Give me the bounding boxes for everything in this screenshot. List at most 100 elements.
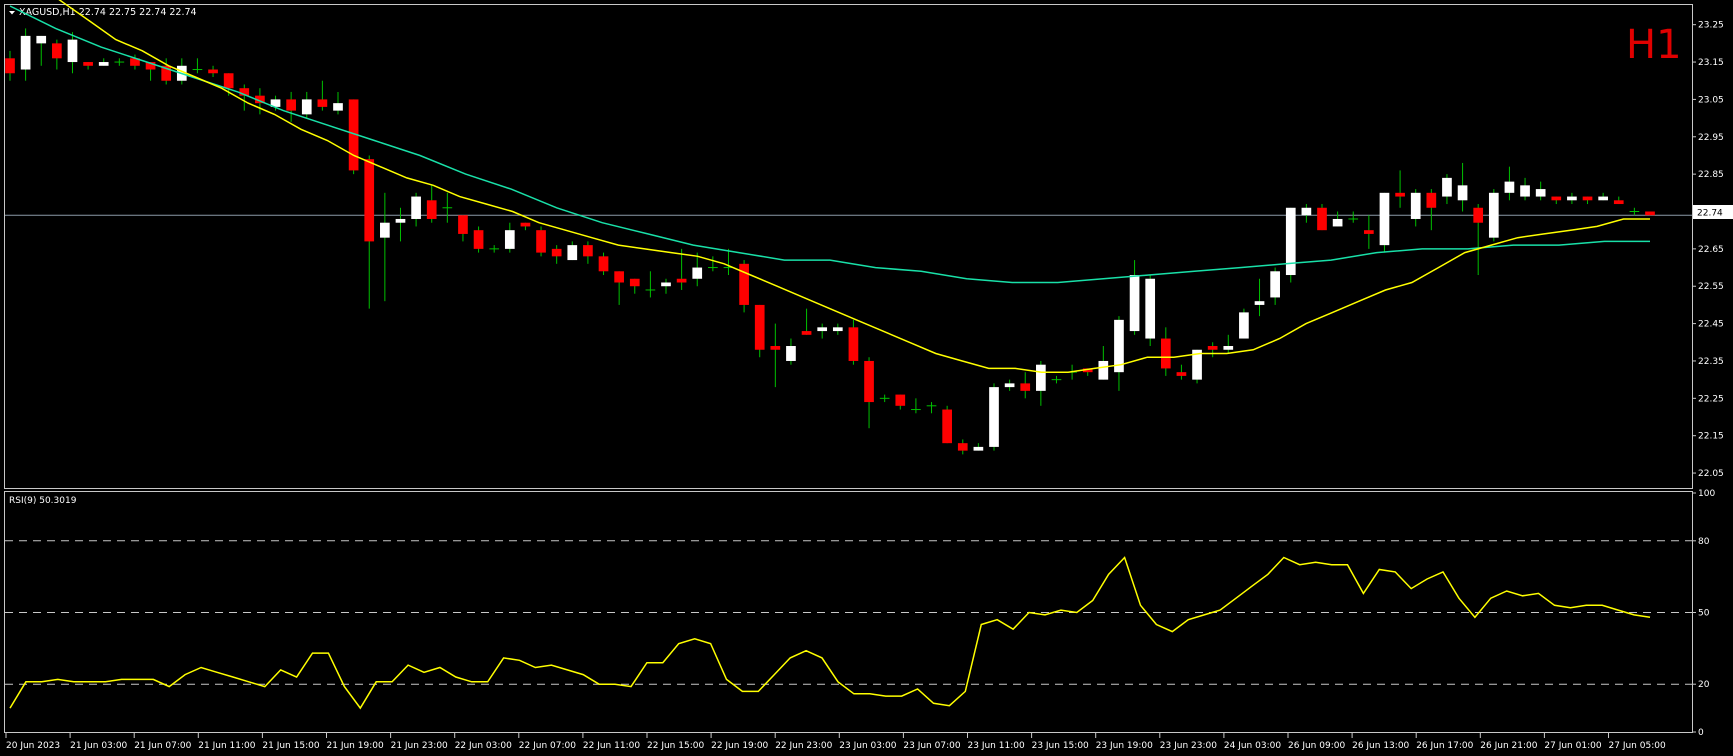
candle-bull <box>786 346 796 361</box>
candle-bull <box>301 99 312 115</box>
candle-bull <box>1285 207 1296 276</box>
candle-bull <box>817 327 828 332</box>
candle-bear <box>255 95 265 104</box>
time-tick-label: 21 Jun 15:00 <box>262 741 319 751</box>
candle-bull <box>1239 312 1249 339</box>
candle-bear <box>458 215 468 234</box>
candle-bear <box>864 360 874 403</box>
time-tick-label: 26 Jun 21:00 <box>1480 741 1537 751</box>
candle-bear <box>801 331 812 335</box>
candle-bear <box>1176 372 1187 376</box>
candle-bear <box>145 62 156 70</box>
candle-bear <box>208 69 218 74</box>
candle-bear <box>770 346 781 350</box>
rsi-tick-label: 80 <box>1698 537 1710 547</box>
ma-slow-line <box>9 5 1650 284</box>
candle-bull <box>1036 364 1046 391</box>
candle-bull <box>1457 185 1468 201</box>
current-price-tag <box>1693 205 1733 219</box>
candle-bull <box>1535 189 1546 197</box>
candle-bear <box>1207 346 1218 350</box>
time-tick-label: 26 Jun 17:00 <box>1416 741 1473 751</box>
time-tick-label: 23 Jun 19:00 <box>1096 741 1153 751</box>
candle-bear <box>317 99 328 107</box>
candle-bull <box>1504 181 1515 193</box>
candle-bull <box>1254 301 1265 305</box>
candle-bull <box>67 39 78 63</box>
price-tick-label: 22.25 <box>1698 394 1724 404</box>
candle-bull <box>504 230 515 249</box>
candle-bear <box>676 278 687 283</box>
time-tick-label: 21 Jun 19:00 <box>327 741 384 751</box>
candle-bull <box>1004 383 1015 388</box>
candle-bear <box>895 394 906 406</box>
candle-bear <box>614 271 624 283</box>
candle-bull <box>20 35 31 70</box>
time-tick-label: 23 Jun 11:00 <box>968 741 1025 751</box>
time-axis: 20 Jun 2023 21 Jun 03:00 21 Jun 07:00 21 Ju… <box>5 733 1666 751</box>
time-tick-label: 21 Jun 11:00 <box>198 741 255 751</box>
time-tick-label: 23 Jun 23:00 <box>1160 741 1217 751</box>
rsi-levels <box>5 540 1692 685</box>
candle-bear <box>1364 230 1374 234</box>
price-tick-label: 23.05 <box>1698 95 1724 105</box>
time-tick-label: 22 Jun 11:00 <box>583 741 640 751</box>
price-tick-label: 22.65 <box>1698 245 1724 255</box>
candle-bear <box>1020 383 1031 391</box>
candle-bull <box>270 99 281 107</box>
candle-bear <box>1082 368 1093 373</box>
candle-bear <box>536 230 546 253</box>
ma-fast-line <box>58 0 1650 373</box>
price-tick-label: 22.05 <box>1698 469 1724 479</box>
price-pane-frame <box>4 4 1693 489</box>
candle-bull <box>36 35 47 44</box>
time-tick-label: 22 Jun 15:00 <box>647 741 704 751</box>
time-tick-label: 27 Jun 05:00 <box>1609 741 1666 751</box>
symbol-header: XAGUSD,H1 22.74 22.75 22.74 22.74 <box>19 7 197 18</box>
candle-bear <box>739 263 749 305</box>
candle-bear <box>754 304 765 350</box>
rsi-axis: 100 80 50 20 0 <box>1692 489 1715 738</box>
candle-bear <box>473 230 484 249</box>
price-tick-label: 22.95 <box>1698 133 1724 143</box>
candle-bull <box>692 267 703 279</box>
rsi-tick-label: 100 <box>1698 489 1715 499</box>
time-tick-label: 26 Jun 13:00 <box>1352 741 1409 751</box>
candle-bull <box>1192 349 1202 380</box>
time-tick-label: 27 Jun 01:00 <box>1544 741 1601 751</box>
time-tick-label: 20 Jun 2023 <box>6 741 60 751</box>
candle-bull <box>661 282 671 287</box>
candle-bull <box>1488 192 1499 238</box>
candle-bear <box>942 409 952 444</box>
price-axis: 23.25 23.15 23.05 22.95 22.85 22.65 22.55 22.45… <box>1692 21 1724 479</box>
menu-triangle-icon[interactable] <box>9 11 15 15</box>
candle-bull <box>333 103 343 111</box>
time-tick-label: 22 Jun 23:00 <box>775 741 832 751</box>
candle-bull <box>1379 192 1390 246</box>
time-tick-label: 22 Jun 03:00 <box>455 741 512 751</box>
rsi-tick-label: 0 <box>1698 728 1704 738</box>
candle-bear <box>83 62 93 66</box>
price-tick-label: 23.15 <box>1698 58 1724 68</box>
candle-bear <box>629 278 640 287</box>
time-tick-label: 21 Jun 07:00 <box>134 741 191 751</box>
price-tick-label: 22.45 <box>1698 320 1724 330</box>
candle-bull <box>1442 177 1452 197</box>
rsi-title: RSI(9) 50.3019 <box>9 496 77 506</box>
time-tick-label: 21 Jun 03:00 <box>70 741 127 751</box>
price-tick-label: 22.35 <box>1698 357 1724 367</box>
candle-bear <box>598 256 609 272</box>
rsi-line <box>9 556 1651 710</box>
rsi-tick-label: 20 <box>1698 680 1710 690</box>
candle-bull <box>1270 271 1280 298</box>
candle-bull <box>1410 192 1421 219</box>
candle-bull <box>98 62 109 66</box>
candle-bull <box>1098 360 1109 380</box>
candle-bear <box>1317 207 1327 231</box>
price-tick-label: 22.55 <box>1698 282 1724 292</box>
candle-bull <box>1114 319 1124 373</box>
candle-bear <box>426 200 437 219</box>
candle-bull <box>380 222 390 238</box>
candle-bull <box>395 218 406 223</box>
